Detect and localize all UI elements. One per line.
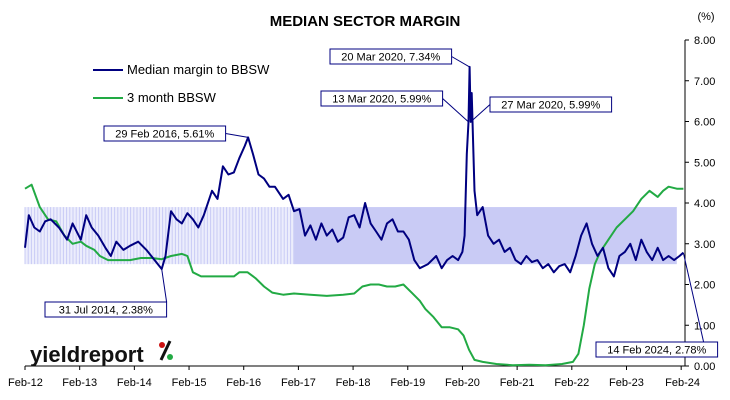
y-tick-label: 8.00 [694,35,715,47]
yieldreport-logo: yieldreport % [30,340,181,367]
y-tick-label: 3.00 [694,239,715,251]
annotation-label: 13 Mar 2020, 5.99% [332,94,431,106]
annotation-label: 29 Feb 2016, 5.61% [115,129,214,141]
y-axis-unit: (%) [697,11,714,23]
annotation-leader-line [682,252,705,343]
x-tick-label: Feb-16 [226,377,261,389]
x-tick-label: Feb-23 [609,377,644,389]
annotation-label: 20 Mar 2020, 7.34% [341,52,440,64]
annotation-label: 14 Feb 2024, 2.78% [607,345,706,357]
legend-label-median-margin: Median margin to BBSW [127,62,270,77]
legend-label-bbsw: 3 month BBSW [127,90,217,105]
x-tick-label: Feb-18 [336,377,371,389]
x-tick-label: Feb-19 [390,377,425,389]
annotation-leader-line [225,133,249,138]
logo-wordmark: yieldreport [30,342,144,367]
series-line-median-margin [24,65,685,278]
annotation-box [329,48,453,65]
y-tick-label: 1.00 [694,320,715,332]
x-tick-label: Feb-12 [8,377,43,389]
x-tick-label: Feb-24 [665,377,700,389]
annotation-leader-line [470,104,491,123]
chart-title: MEDIAN SECTOR MARGIN [270,13,461,30]
annotation-leader-line [161,268,168,303]
y-tick-label: 4.00 [694,198,715,210]
y-tick-label: 6.00 [694,117,715,129]
x-tick-label: Feb-13 [62,377,97,389]
series-line-bbsw [24,183,684,367]
x-tick-label: Feb-20 [445,377,480,389]
series-lines [24,65,685,367]
axes: 0.00 1.00 2.00 3.00 4.00 5.00 6.00 7.00 8.00 Feb-… [8,35,715,389]
annotation-box [595,341,719,358]
annotation-label: 31 Jul 2014, 2.38% [59,305,153,317]
annotation-leader-line [451,56,470,68]
percent-icon: % [159,340,181,362]
annotation-box [44,301,168,318]
annotation-box [103,125,227,142]
x-tick-label: Feb-15 [172,377,207,389]
y-tick-label: 0.00 [694,361,715,373]
logo-symbol-text: % [180,361,181,362]
annotations: 20 Mar 2020, 7.34% 13 Mar 2020, 5.99% 27 M… [44,48,719,358]
y-tick-label: 2.00 [694,280,715,292]
annotation-box [320,90,444,107]
x-tick-label: Feb-21 [500,377,535,389]
y-tick-label: 7.00 [694,76,715,88]
annotation-box [489,96,613,113]
annotation-label: 27 Mar 2020, 5.99% [501,100,600,112]
annotation-leader-line [442,98,469,123]
legend: Median margin to BBSW 3 month BBSW [93,62,270,105]
x-tick-label: Feb-22 [554,377,589,389]
x-tick-label: Feb-14 [117,377,152,389]
x-tick-label: Feb-17 [281,377,316,389]
y-tick-label: 5.00 [694,157,715,169]
